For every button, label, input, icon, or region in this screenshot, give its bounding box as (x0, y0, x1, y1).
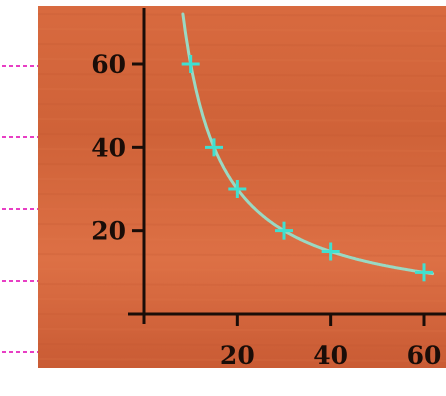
grain-line (37, 103, 446, 107)
y-tick-label: 60 (91, 50, 126, 79)
panel-grain (37, 13, 446, 362)
data-point-marker (415, 263, 433, 282)
grain-line (37, 223, 446, 227)
data-point-marker (321, 242, 340, 261)
y-tick-label: 20 (91, 217, 126, 246)
grain-line (37, 178, 446, 182)
grain-line (37, 298, 446, 302)
grain-line (37, 73, 446, 77)
grain-line (37, 343, 446, 347)
series-layer (181, 12, 435, 276)
grain-line (37, 58, 446, 62)
y-axis-ticks: 20 40 60 (91, 50, 144, 246)
series-line (181, 12, 435, 276)
data-point-marker (275, 221, 293, 240)
grain-line (37, 268, 446, 272)
grain-line (37, 118, 446, 122)
grain-line (37, 328, 446, 332)
grain-line (37, 238, 446, 242)
y-tick-label: 40 (91, 133, 126, 162)
grain-line (37, 13, 446, 17)
grain-line (37, 148, 446, 152)
grain-line (37, 283, 446, 287)
grain-line (37, 253, 446, 257)
data-point-marker (205, 138, 223, 157)
grain-line (37, 28, 446, 32)
x-tick-label: 20 (220, 341, 255, 370)
chart-panel (38, 6, 446, 368)
grain-line (37, 133, 446, 137)
x-tick-label: 60 (407, 341, 442, 370)
grain-line (37, 208, 446, 212)
data-point-marker (181, 55, 200, 73)
axes (128, 8, 446, 324)
marker-layer (181, 55, 433, 282)
grain-line (37, 43, 446, 47)
grain-line (37, 358, 446, 362)
data-point-marker (228, 180, 247, 198)
x-tick-label: 40 (313, 341, 348, 370)
grain-line (37, 88, 446, 92)
x-axis-ticks: 20 40 60 (220, 314, 441, 370)
grain-line (37, 163, 446, 167)
